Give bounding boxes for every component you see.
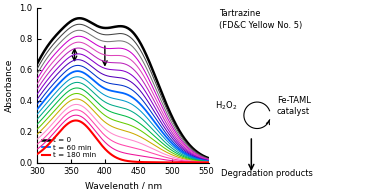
Legend: t = 0, t = 60 min, t = 180 min: t = 0, t = 60 min, t = 180 min <box>41 136 97 159</box>
Y-axis label: Absorbance: Absorbance <box>5 58 14 112</box>
Text: Fe-TAML
catalyst: Fe-TAML catalyst <box>277 96 311 116</box>
Text: H$_2$O$_2$: H$_2$O$_2$ <box>215 100 237 112</box>
Text: Degradation products: Degradation products <box>221 169 313 178</box>
X-axis label: Wavelength / nm: Wavelength / nm <box>85 182 162 189</box>
Text: Tartrazine
(FD&C Yellow No. 5): Tartrazine (FD&C Yellow No. 5) <box>219 9 302 30</box>
